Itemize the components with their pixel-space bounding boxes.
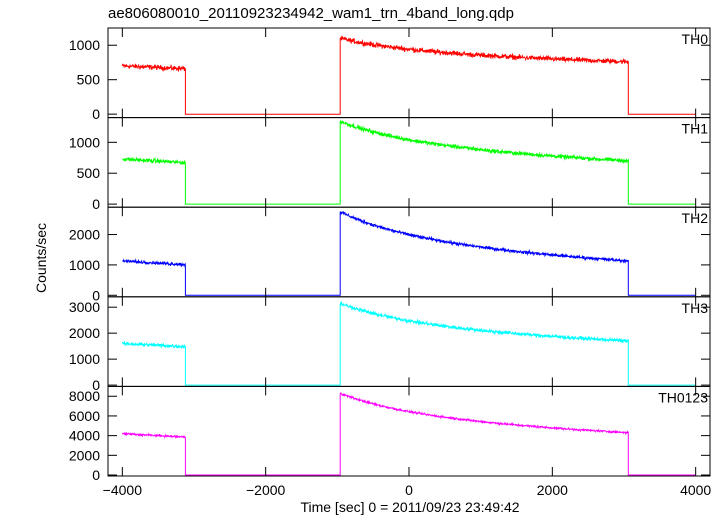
y-tick-label: 0 (92, 287, 100, 303)
series-line-th2 (121, 210, 696, 296)
series-line-th1 (121, 120, 696, 205)
series-label-th1: TH1 (682, 121, 709, 137)
y-tick-label: 1000 (69, 351, 100, 367)
series-label-th2: TH2 (682, 210, 709, 226)
chart-panels: 0 500 1000 TH0 0 500 1000 TH1 0 1000 2000 TH2 0 1000 2… (69, 27, 711, 498)
y-tick-label: 2000 (69, 227, 100, 243)
series-line-th0 (121, 35, 696, 115)
x-tick-label: 4000 (680, 482, 711, 498)
y-tick-label: 1000 (69, 257, 100, 273)
panel-th0123: 0 2000 4000 6000 8000 TH0123 (69, 385, 711, 483)
y-tick-label: 500 (77, 165, 101, 181)
series-label-th0: TH0 (682, 31, 709, 47)
y-tick-label: 500 (77, 72, 101, 88)
x-axis-label: Time [sec] 0 = 2011/09/23 23:49:42 (300, 499, 519, 515)
y-tick-label: 8000 (69, 388, 100, 404)
y-tick-label: 0 (92, 106, 100, 122)
series-label-th0123: TH0123 (658, 389, 708, 405)
panel-th1: 0 500 1000 TH1 (69, 117, 711, 212)
y-tick-label: 1000 (69, 134, 100, 150)
panel-th0: 0 500 1000 TH0 (69, 27, 711, 122)
x-tick-label: 2000 (537, 482, 568, 498)
y-tick-label: 1000 (69, 37, 100, 53)
y-tick-label: 3000 (69, 299, 100, 315)
panel-frame (107, 296, 711, 387)
series-label-th3: TH3 (682, 300, 709, 316)
panel-frame (107, 117, 711, 208)
panel-frame (107, 206, 711, 298)
y-tick-label: 6000 (69, 408, 100, 424)
y-tick-label: 0 (92, 377, 100, 393)
series-line-th0123 (121, 391, 696, 476)
y-tick-label: 2000 (69, 325, 100, 341)
panel-th3: 0 1000 2000 3000 TH3 (69, 296, 711, 393)
y-axis-label: Counts/sec (33, 223, 49, 293)
x-tick-label: −4000 (103, 482, 143, 498)
panel-frame (107, 385, 711, 477)
chart-title: ae806080010_20110923234942_wam1_trn_4ban… (108, 5, 514, 22)
series-line-th3 (121, 300, 696, 386)
x-tick-label: 0 (405, 482, 413, 498)
y-tick-label: 0 (92, 467, 100, 483)
y-tick-label: 4000 (69, 428, 100, 444)
y-tick-label: 0 (92, 196, 100, 212)
y-tick-label: 2000 (69, 447, 100, 463)
panel-th2: 0 1000 2000 TH2 (69, 206, 711, 303)
panel-frame (107, 27, 711, 119)
x-tick-label: −2000 (246, 482, 286, 498)
